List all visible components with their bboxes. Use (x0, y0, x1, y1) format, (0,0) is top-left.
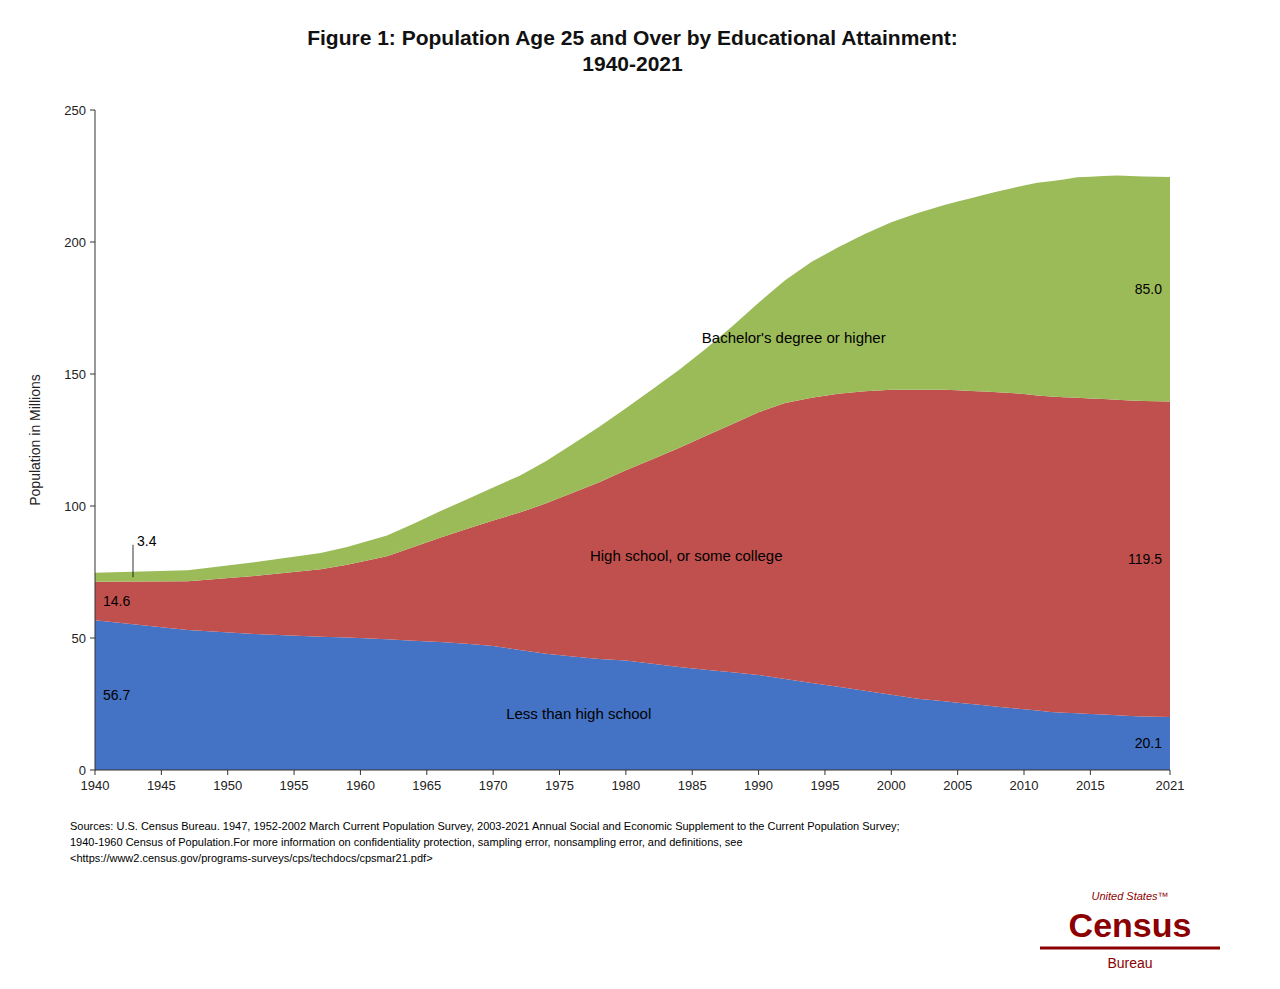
x-tick (426, 770, 427, 775)
x-tick-label: 1960 (346, 778, 375, 793)
x-tick-label: 2015 (1076, 778, 1105, 793)
x-axis (95, 770, 1170, 771)
x-tick (692, 770, 693, 775)
logo-text: Census (1069, 906, 1192, 944)
y-tick (90, 638, 95, 639)
x-tick (758, 770, 759, 775)
y-tick (90, 770, 95, 771)
y-axis-label: Population in Millions (27, 374, 43, 506)
x-tick-label: 1940 (81, 778, 110, 793)
x-tick (95, 770, 96, 775)
x-tick-label: 1950 (213, 778, 242, 793)
y-tick-label: 50 (72, 631, 86, 646)
x-tick (957, 770, 958, 775)
x-tick-label: 1990 (744, 778, 773, 793)
x-tick-label: 1975 (545, 778, 574, 793)
value-label: 85.0 (1135, 281, 1162, 297)
title: Figure 1: Population Age 25 and Over by … (307, 26, 958, 75)
x-tick (227, 770, 228, 775)
x-tick (625, 770, 626, 775)
x-tick (1090, 770, 1091, 775)
y-tick (90, 242, 95, 243)
x-tick-label: 1955 (280, 778, 309, 793)
x-tick-label: 2000 (877, 778, 906, 793)
x-tick-label: 1965 (412, 778, 441, 793)
value-label: 119.5 (1128, 551, 1162, 567)
x-tick-label: 1945 (147, 778, 176, 793)
chart: 1940 1945 1950 1955 1960 1965 1970 1975 1980 1985… (0, 0, 1280, 989)
y-tick (90, 506, 95, 507)
series-label: Less than high school (506, 705, 651, 722)
x-tick-label: 1980 (611, 778, 640, 793)
x-tick (559, 770, 560, 775)
x-tick (891, 770, 892, 775)
value-label: 14.6 (103, 593, 130, 609)
areas (95, 175, 1170, 770)
value-label: 20.1 (1135, 735, 1162, 751)
x-tick (294, 770, 295, 775)
y-tick-label: 100 (64, 499, 86, 514)
source-note: Sources: U.S. Census Bureau. 1947, 1952-… (70, 820, 900, 864)
y-tick-label: 200 (64, 235, 86, 250)
x-tick (824, 770, 825, 775)
x-tick-label: 2021 (1156, 778, 1185, 793)
logo: United States™ Census Bureau (1040, 890, 1220, 971)
y-tick-label: 250 (64, 103, 86, 118)
x-tick (1024, 770, 1025, 775)
y-axis (95, 110, 96, 770)
x-tick-label: 1970 (479, 778, 508, 793)
leader-line (133, 545, 134, 577)
x-tick-label: 2010 (1010, 778, 1039, 793)
x-tick-label: 1995 (810, 778, 839, 793)
logo-text: United States™ (1091, 890, 1168, 902)
x-tick (493, 770, 494, 775)
y-tick-label: 150 (64, 367, 86, 382)
value-label: 3.4 (137, 533, 157, 549)
y-tick-label: 0 (79, 763, 86, 778)
y-tick (90, 374, 95, 375)
y-tick (90, 110, 95, 111)
x-tick (360, 770, 361, 775)
x-tick (161, 770, 162, 775)
series-label: Bachelor's degree or higher (702, 329, 886, 346)
x-tick-label: 2005 (943, 778, 972, 793)
area (95, 175, 1170, 581)
x-tick-label: 1985 (678, 778, 707, 793)
value-label: 56.7 (103, 687, 130, 703)
logo-rule (1040, 947, 1220, 950)
x-tick (1170, 770, 1171, 775)
logo-text: Bureau (1107, 955, 1152, 971)
series-label: High school, or some college (590, 547, 783, 564)
